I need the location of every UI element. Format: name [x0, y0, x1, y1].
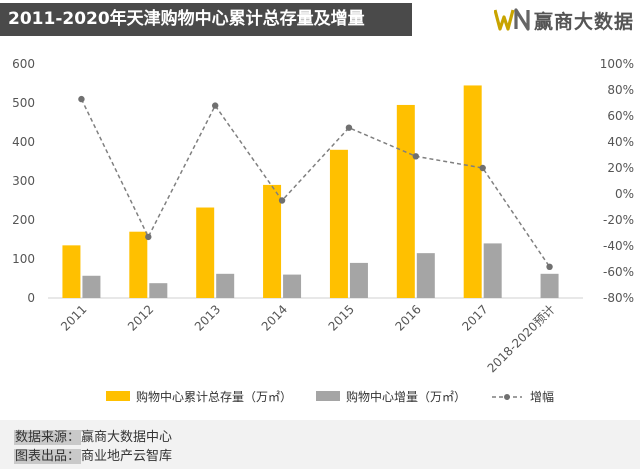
x-tick-label: 2011: [58, 302, 89, 333]
y-right-tick-label: 100%: [600, 57, 634, 71]
growth-point: [145, 233, 152, 241]
bar-increment: [483, 243, 502, 298]
growth-point: [546, 263, 553, 270]
chart-title: 2011-2020年天津购物中心累计总存量及增量: [0, 3, 412, 36]
y-right-tick-label: 20%: [607, 161, 634, 175]
footer-source-value: 赢商大数据中心: [81, 430, 173, 445]
footer-credit: 图表出品：商业地产云智库: [14, 445, 172, 464]
bar-total-stock: [263, 184, 282, 298]
brand-name: 赢商大数据: [533, 10, 634, 33]
x-tick-label: 2013: [192, 302, 223, 333]
bar-increment: [540, 273, 559, 298]
y-left-tick-label: 300: [12, 174, 35, 188]
footer: 数据来源：赢商大数据中心 图表出品：商业地产云智库: [0, 420, 640, 469]
y-left-tick-label: 400: [12, 135, 35, 149]
bar-increment: [82, 275, 101, 298]
bar-total-stock: [196, 207, 215, 298]
footer-source-label: 数据来源：: [14, 430, 82, 445]
growth-point: [345, 124, 353, 131]
y-left-tick-label: 0: [27, 291, 35, 305]
bar-total-stock: [129, 231, 148, 298]
header: 2011-2020年天津购物中心累计总存量及增量 赢商大数据: [0, 0, 640, 40]
growth-point: [412, 153, 420, 160]
legend-label-growth: 增幅: [530, 389, 554, 404]
brand-logo-icon: [493, 8, 530, 31]
growth-line: [80, 98, 551, 268]
y-right-tick-label: 80%: [607, 83, 634, 97]
bar-increment: [349, 262, 368, 298]
chart: 0 100 200 300 400 500 600 -80% -60% -40% -20% 0% 20%…: [12, 57, 634, 404]
y-right-tick-label: -40%: [603, 239, 634, 253]
legend-marker-growth: [504, 394, 510, 400]
growth-point: [78, 95, 85, 103]
legend-label-increment: 购物中心增量（万㎡）: [346, 389, 466, 404]
bar-increment: [283, 274, 302, 298]
y-right-tick-label: -60%: [603, 265, 634, 279]
y-left-tick-label: 200: [12, 213, 35, 227]
bar-increment: [216, 273, 235, 298]
bar-total-stock: [463, 85, 482, 298]
y-right-tick-label: -80%: [603, 291, 634, 305]
y-left-tick-label: 600: [12, 57, 35, 71]
legend-label-total-stock: 购物中心累计总存量（万㎡）: [136, 389, 292, 404]
growth-point: [211, 102, 219, 109]
x-tick-label: 2017: [459, 302, 490, 333]
y-right-tick-label: 40%: [607, 135, 634, 149]
legend-swatch-total-stock: [106, 391, 130, 401]
x-tick-label: 2014: [259, 302, 290, 333]
footer-source: 数据来源：赢商大数据中心: [14, 426, 172, 445]
y-left-tick-label: 100: [12, 252, 35, 266]
legend-swatch-increment: [316, 391, 340, 401]
bar-total-stock: [329, 149, 348, 298]
footer-credit-label: 图表出品：: [14, 449, 82, 464]
y-right-tick-label: -20%: [603, 213, 634, 227]
x-tick-label: 2018-2020预计: [485, 302, 558, 375]
y-left-tick-label: 500: [12, 96, 35, 110]
y-right-tick-label: 60%: [607, 109, 634, 123]
bar-total-stock: [62, 245, 81, 298]
brand: 赢商大数据: [493, 6, 634, 34]
bar-increment: [416, 253, 435, 298]
bar-increment: [149, 283, 168, 298]
x-tick-label: 2015: [326, 302, 357, 333]
y-right-tick-label: 0%: [615, 187, 634, 201]
x-tick-label: 2016: [392, 302, 423, 333]
growth-point: [278, 197, 286, 204]
footer-credit-value: 商业地产云智库: [81, 449, 173, 464]
bar-total-stock: [396, 104, 415, 298]
growth-point: [479, 164, 486, 172]
x-tick-label: 2012: [125, 302, 156, 333]
